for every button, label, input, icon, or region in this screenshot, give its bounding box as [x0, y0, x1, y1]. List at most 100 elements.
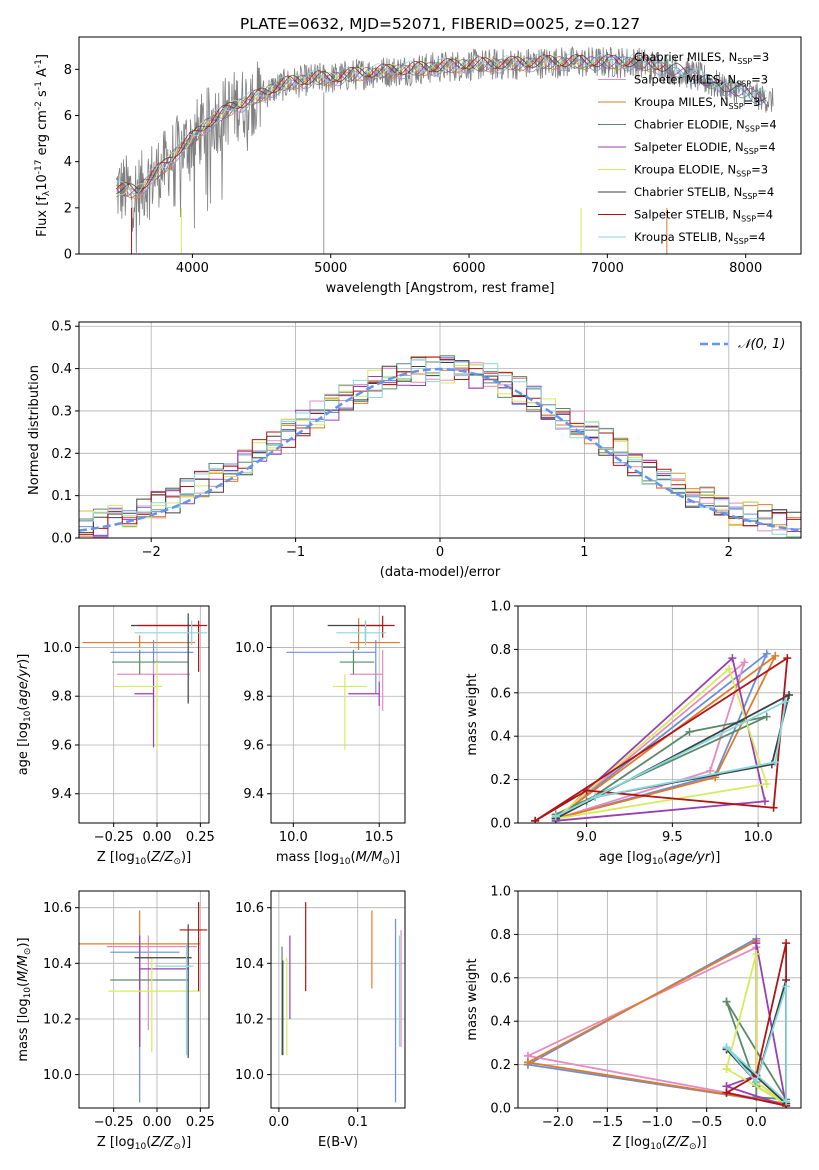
weight-vs-Z-axes: −2.0 −1.5 −1.0 −0.5 0.0 0.0 0.2 0.4 0.6 0.8 1.0 Z [… — [465, 885, 802, 1152]
mass-vs-Z-axes: −0.25 0.00 0.25 10.0 10.2 10.4 10.6 Z [log10(Z/… — [16, 890, 215, 1152]
weight-marker — [722, 1064, 731, 1073]
y-tick-label: 0.0 — [490, 1102, 511, 1117]
y-tick-label: 4 — [64, 155, 72, 170]
y-tick-label: 10.6 — [235, 901, 264, 916]
weight-marker — [722, 1043, 731, 1052]
x-axis-label: age [log10(age/yr)] — [599, 850, 721, 867]
mass-vs-EBV-axes: 0.0 0.1 10.0 10.2 10.4 10.6 E(B-V) — [235, 890, 406, 1150]
legend-label: Salpeter ELODIE, NSSP=4 — [634, 140, 776, 156]
weight-marker — [724, 664, 733, 673]
spectrum-plot-area — [115, 45, 774, 254]
y-tick-label: 2 — [64, 201, 72, 216]
x-tick-label: 0.00 — [143, 1115, 172, 1130]
y-tick-label: 1.0 — [490, 885, 511, 900]
histogram-step — [79, 359, 801, 538]
normal-curve — [79, 367, 801, 532]
legend-label: Chabrier STELIB, NSSP=4 — [634, 185, 774, 201]
weight-marker — [752, 1077, 761, 1086]
y-tick-label: 10.0 — [235, 641, 264, 656]
spectrum-model-line — [116, 53, 767, 196]
weight-marker — [781, 697, 790, 706]
x-tick-label: 10.5 — [365, 830, 394, 845]
x-tick-label: 7000 — [591, 261, 624, 276]
y-tick-label: 9.6 — [243, 738, 264, 753]
y-tick-label: 0.4 — [490, 730, 511, 745]
x-tick-label: 10.0 — [744, 830, 773, 845]
y-tick-label: 10.2 — [43, 1012, 72, 1027]
axes-frame — [78, 890, 210, 1109]
y-tick-label: 9.4 — [51, 787, 72, 802]
spectrum-model-line — [115, 56, 767, 197]
x-tick-label: 0.0 — [746, 1115, 767, 1130]
x-tick-label: 0.00 — [143, 830, 172, 845]
x-axis-label: wavelength [Angstrom, rest frame] — [326, 281, 555, 296]
x-tick-label: −2 — [142, 545, 161, 560]
x-axis-label: Z [log10(Z/Z⊙)] — [97, 1135, 191, 1152]
x-tick-label: 0.1 — [347, 1115, 368, 1130]
legend-label: 𝒩(0, 1) — [738, 337, 785, 352]
y-tick-label: 0.8 — [490, 928, 511, 943]
age-vs-mass-plot-area — [286, 615, 400, 750]
x-axis-label: Z [log10(Z/Z⊙)] — [612, 1135, 706, 1152]
weight-marker — [752, 939, 761, 948]
x-tick-label: 0.0 — [269, 1115, 290, 1130]
x-tick-label: 9.0 — [576, 830, 597, 845]
age-vs-Z-axes: −0.25 0.00 0.25 9.4 9.6 9.8 10.0 Z [log10(Z/Z⊙)… — [16, 605, 215, 867]
x-tick-label: 0 — [436, 545, 444, 560]
weight-marker — [752, 949, 761, 958]
y-tick-label: 0.0 — [490, 817, 511, 832]
weight-marker — [591, 792, 600, 801]
legend-label: Kroupa ELODIE, NSSP=3 — [634, 163, 768, 179]
weight-marker — [722, 997, 731, 1006]
axes-frame — [270, 890, 406, 1109]
age-vs-mass-axes: 10.0 10.5 9.4 9.6 9.8 10.0 mass [log10(M/M⊙)] — [235, 605, 406, 867]
y-tick-label: 0 — [64, 248, 72, 263]
mass-vs-EBV-plot-area — [281, 902, 402, 1103]
x-tick-label: −1.5 — [592, 1115, 624, 1130]
weight-marker — [782, 1097, 791, 1106]
weight-marker — [769, 803, 778, 812]
weight-vs-age-axes: 9.0 9.5 10.0 0.0 0.2 0.4 0.6 0.8 1.0 age [log10(a… — [465, 600, 802, 867]
legend-label: Kroupa MILES, NSSP=3 — [634, 95, 760, 111]
y-axis-label: mass [log10(M/M⊙)] — [16, 937, 33, 1061]
weight-marker — [783, 654, 792, 663]
weight-marker — [771, 758, 780, 767]
y-tick-label: 10.4 — [235, 957, 264, 972]
axes-frame — [517, 605, 802, 824]
x-axis-label: E(B-V) — [318, 1135, 358, 1150]
weight-marker — [523, 1058, 532, 1067]
weight-marker — [728, 654, 737, 663]
x-tick-label: −0.5 — [691, 1115, 723, 1130]
x-axis-label: (data-model)/error — [380, 565, 501, 580]
y-tick-label: 9.8 — [51, 690, 72, 705]
weight-marker — [531, 816, 540, 823]
chart-title: PLATE=0632, MJD=52071, FIBERID=0025, z=0… — [240, 15, 640, 33]
weight-marker — [784, 690, 793, 699]
x-tick-label: 6000 — [452, 261, 485, 276]
weight-marker — [782, 939, 791, 948]
y-tick-label: 10.0 — [235, 1068, 264, 1083]
weight-line — [555, 650, 769, 820]
weight-vs-Z-plot-area — [523, 934, 791, 1108]
y-tick-label: 0.4 — [51, 362, 72, 377]
weight-marker — [771, 651, 780, 660]
x-tick-label: 9.5 — [662, 830, 683, 845]
y-tick-label: 9.4 — [243, 787, 264, 802]
y-tick-label: 0.6 — [490, 971, 511, 986]
y-tick-label: 9.8 — [243, 690, 264, 705]
weight-line — [555, 667, 768, 820]
weight-marker — [760, 797, 769, 806]
axes-frame — [517, 890, 802, 1109]
residuals-axes: −2 −1 0 1 2 0.0 0.1 0.2 0.3 0.4 0.5 (data-model)/er… — [27, 320, 802, 580]
x-axis-label: Z [log10(Z/Z⊙)] — [97, 850, 191, 867]
x-tick-label: −1.0 — [641, 1115, 673, 1130]
y-tick-label: 10.4 — [43, 957, 72, 972]
y-tick-label: 9.6 — [51, 738, 72, 753]
spectrum-legend: Chabrier MILES, NSSP=3 Salpeter MILES, NS… — [598, 50, 777, 246]
legend-label: Kroupa STELIB, NSSP=4 — [634, 230, 765, 246]
weight-marker — [551, 812, 560, 821]
weight-marker — [782, 982, 791, 991]
spectrum-axes: 4000 5000 6000 7000 8000 0 2 4 6 8 wavelength [Ang… — [34, 15, 802, 296]
x-tick-label: −0.25 — [94, 830, 134, 845]
y-tick-label: 6 — [64, 109, 72, 124]
